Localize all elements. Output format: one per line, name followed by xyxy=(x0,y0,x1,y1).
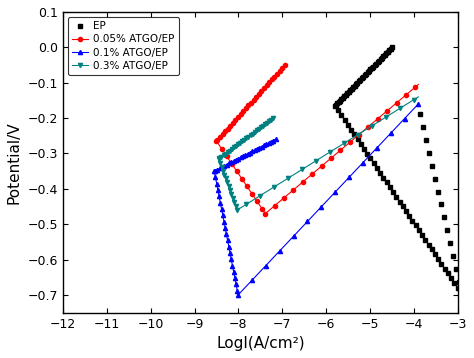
EP xyxy=(389,45,395,49)
0.05% ATGO/EP xyxy=(238,112,244,116)
0.3% ATGO/EP xyxy=(235,142,241,146)
0.3% ATGO/EP xyxy=(271,116,276,120)
0.3% ATGO/EP xyxy=(238,140,244,144)
EP xyxy=(338,97,344,101)
0.1% ATGO/EP xyxy=(211,169,217,173)
EP xyxy=(332,103,338,108)
Legend: EP, 0.05% ATGO/EP, 0.1% ATGO/EP, 0.3% ATGO/EP: EP, 0.05% ATGO/EP, 0.1% ATGO/EP, 0.3% AT… xyxy=(68,17,179,75)
Y-axis label: Potential/V: Potential/V xyxy=(7,121,22,204)
0.1% ATGO/EP xyxy=(236,156,242,160)
Line: 0.1% ATGO/EP: 0.1% ATGO/EP xyxy=(212,137,278,173)
0.1% ATGO/EP xyxy=(246,151,251,155)
0.05% ATGO/EP xyxy=(221,130,227,135)
0.1% ATGO/EP xyxy=(233,158,239,162)
0.05% ATGO/EP xyxy=(240,109,246,113)
0.05% ATGO/EP xyxy=(235,115,241,119)
Line: EP: EP xyxy=(333,45,394,107)
0.05% ATGO/EP xyxy=(214,139,219,143)
0.1% ATGO/EP xyxy=(236,156,241,161)
0.05% ATGO/EP xyxy=(241,108,247,112)
Line: 0.3% ATGO/EP: 0.3% ATGO/EP xyxy=(217,116,275,161)
EP xyxy=(364,71,370,75)
0.3% ATGO/EP xyxy=(233,144,239,148)
EP xyxy=(350,85,356,90)
Line: 0.05% ATGO/EP: 0.05% ATGO/EP xyxy=(214,63,287,143)
0.05% ATGO/EP xyxy=(282,63,288,67)
0.3% ATGO/EP xyxy=(246,134,252,138)
0.1% ATGO/EP xyxy=(231,159,237,163)
0.3% ATGO/EP xyxy=(237,141,243,145)
X-axis label: LogI(A/cm²): LogI(A/cm²) xyxy=(216,336,305,351)
EP xyxy=(355,81,360,85)
0.1% ATGO/EP xyxy=(273,137,278,141)
EP xyxy=(352,83,358,87)
0.1% ATGO/EP xyxy=(219,165,224,170)
0.05% ATGO/EP xyxy=(252,97,257,101)
0.3% ATGO/EP xyxy=(216,156,221,161)
EP xyxy=(356,80,361,84)
0.3% ATGO/EP xyxy=(222,152,228,156)
